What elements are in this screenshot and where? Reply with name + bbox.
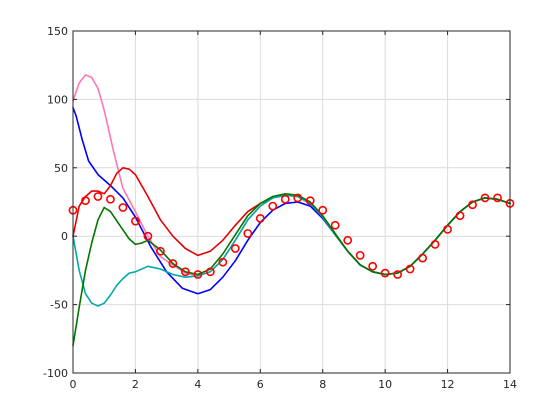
x-tick-label: 0 bbox=[70, 378, 77, 391]
data-point bbox=[205, 267, 215, 277]
data-point bbox=[380, 268, 390, 278]
y-tick-label: -100 bbox=[43, 367, 68, 380]
x-tick-label: 4 bbox=[194, 378, 201, 391]
x-tick-label: 10 bbox=[378, 378, 392, 391]
data-point bbox=[218, 257, 228, 267]
data-point bbox=[180, 267, 190, 277]
data-point bbox=[93, 192, 103, 201]
x-tick-label: 2 bbox=[132, 378, 139, 391]
plot-frame bbox=[72, 30, 511, 374]
data-point bbox=[230, 244, 240, 253]
data-point bbox=[255, 214, 265, 223]
data-point bbox=[193, 270, 203, 279]
y-tick-label: 50 bbox=[54, 162, 68, 175]
data-point bbox=[368, 261, 378, 271]
data-point bbox=[330, 220, 340, 230]
data-point bbox=[131, 216, 140, 226]
data-point bbox=[393, 270, 403, 279]
data-point bbox=[280, 194, 290, 204]
data-point bbox=[443, 224, 452, 234]
data-point bbox=[355, 250, 365, 260]
data-point bbox=[305, 196, 315, 206]
x-tick-label: 12 bbox=[441, 378, 455, 391]
data-point bbox=[81, 196, 90, 206]
x-tick-label: 8 bbox=[319, 378, 326, 391]
y-tick-label: 150 bbox=[47, 25, 68, 38]
data-point bbox=[293, 193, 303, 203]
data-point bbox=[168, 259, 178, 268]
ticks: 0 2 4 6 8 10 12 14 -100 -50 0 50 100 150 bbox=[43, 25, 517, 391]
series-line-4 bbox=[72, 193, 511, 347]
data-point bbox=[243, 229, 253, 238]
data-point bbox=[155, 246, 165, 256]
data-point bbox=[480, 193, 490, 203]
data-point bbox=[455, 211, 465, 221]
y-tick-label: 100 bbox=[47, 93, 68, 106]
y-tick-label: -50 bbox=[50, 299, 68, 312]
data-point bbox=[468, 200, 477, 210]
data-point bbox=[405, 264, 415, 274]
data-point bbox=[430, 240, 440, 249]
data-point bbox=[118, 203, 128, 212]
y-tick-label: 0 bbox=[61, 230, 68, 243]
data-point bbox=[343, 235, 353, 245]
x-tick-label: 14 bbox=[503, 378, 517, 391]
data-point bbox=[143, 231, 153, 241]
data-point bbox=[106, 194, 115, 204]
data-point bbox=[268, 201, 278, 211]
x-tick-label: 6 bbox=[257, 378, 264, 391]
data-point bbox=[493, 193, 502, 203]
data-point bbox=[318, 205, 328, 215]
data-point bbox=[418, 253, 427, 263]
